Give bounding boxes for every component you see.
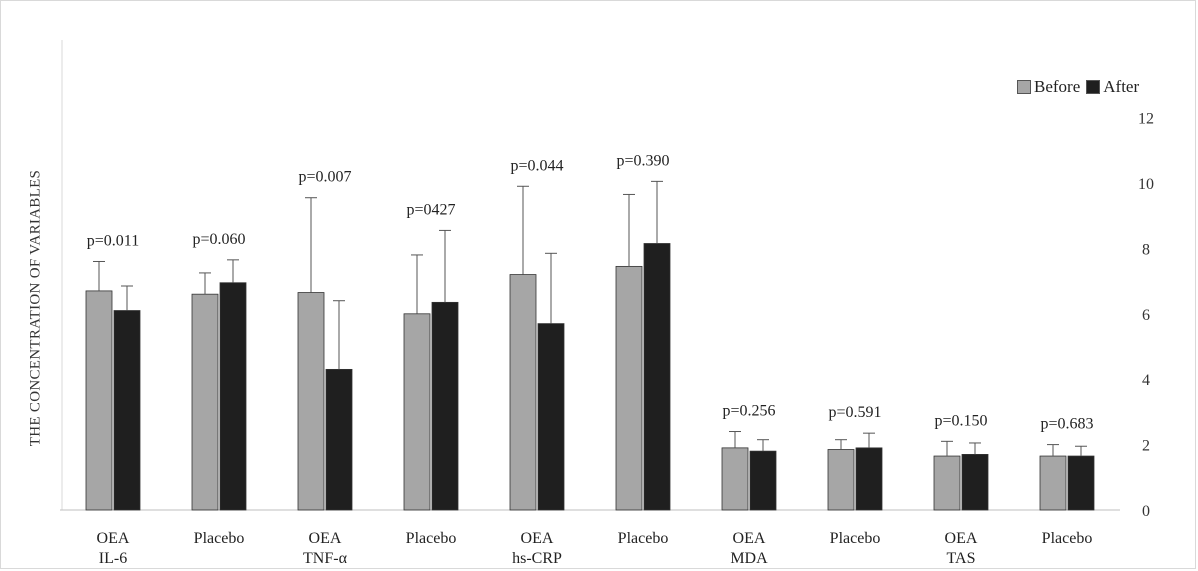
bar-before xyxy=(509,274,537,511)
bar-after xyxy=(855,447,883,511)
p-value-annotation: p=0.007 xyxy=(298,169,351,186)
x-tick-label: Placebo xyxy=(406,530,457,547)
x-tick-label: OEA xyxy=(733,530,766,547)
y-axis-label: THE CONCENTRATION OF VARIABLES xyxy=(27,169,44,447)
p-value-annotation: p=0.390 xyxy=(616,152,669,169)
x-tick-label: OEA xyxy=(945,530,978,547)
p-value-annotation: p=0427 xyxy=(406,201,455,218)
bar-before xyxy=(85,290,113,511)
x-tick-label: Placebo xyxy=(194,530,245,547)
bar-after xyxy=(537,323,565,511)
bar-after xyxy=(325,368,353,511)
x-tick-label: Placebo xyxy=(1042,530,1093,547)
p-value-annotation: p=0.591 xyxy=(828,404,881,421)
bar-after xyxy=(643,243,671,511)
bar-after xyxy=(1067,455,1095,511)
x-tick-label: OEA xyxy=(521,530,554,547)
x-tick-label: IL-6 xyxy=(99,550,127,567)
legend-swatch-before xyxy=(1017,80,1031,94)
x-tick-label: MDA xyxy=(730,550,768,567)
legend-label-before: Before xyxy=(1034,77,1081,96)
bar-before xyxy=(933,455,961,511)
x-tick-label: TAS xyxy=(947,550,976,567)
bar-after xyxy=(431,301,459,511)
y-tick-label: 6 xyxy=(1142,307,1150,324)
y-tick-label: 4 xyxy=(1142,372,1150,389)
bar-before xyxy=(1039,455,1067,511)
bar-before xyxy=(721,447,749,511)
x-tick-label: Placebo xyxy=(830,530,881,547)
p-value-annotation: p=0.011 xyxy=(87,232,139,249)
y-tick-label: 8 xyxy=(1142,241,1150,258)
p-value-annotation: p=0.060 xyxy=(192,231,245,248)
x-tick-label: TNF-α xyxy=(303,550,348,567)
p-value-annotation: p=0.044 xyxy=(510,157,563,174)
x-tick-label: hs-CRP xyxy=(512,550,562,567)
bar-before xyxy=(827,449,855,511)
x-tick-label: OEA xyxy=(97,530,130,547)
bar-before xyxy=(191,293,219,511)
bar-after xyxy=(113,310,141,511)
x-tick-label: Placebo xyxy=(618,530,669,547)
legend: Before After xyxy=(1017,77,1145,97)
bar-before xyxy=(403,313,431,511)
x-tick-label: OEA xyxy=(309,530,342,547)
p-value-annotation: p=0.683 xyxy=(1040,416,1093,433)
bar-before xyxy=(615,265,643,511)
bar-after xyxy=(961,454,989,511)
bar-after xyxy=(749,450,777,511)
bar-before xyxy=(297,292,325,511)
y-tick-label: 2 xyxy=(1142,438,1150,455)
legend-label-after: After xyxy=(1103,77,1140,96)
p-value-annotation: p=0.256 xyxy=(722,403,775,420)
legend-swatch-after xyxy=(1086,80,1101,94)
y-tick-label: 10 xyxy=(1138,176,1154,193)
y-tick-label: 0 xyxy=(1142,503,1150,520)
p-value-annotation: p=0.150 xyxy=(934,412,987,429)
y-tick-label: 12 xyxy=(1138,111,1154,128)
bar-after xyxy=(219,282,247,511)
